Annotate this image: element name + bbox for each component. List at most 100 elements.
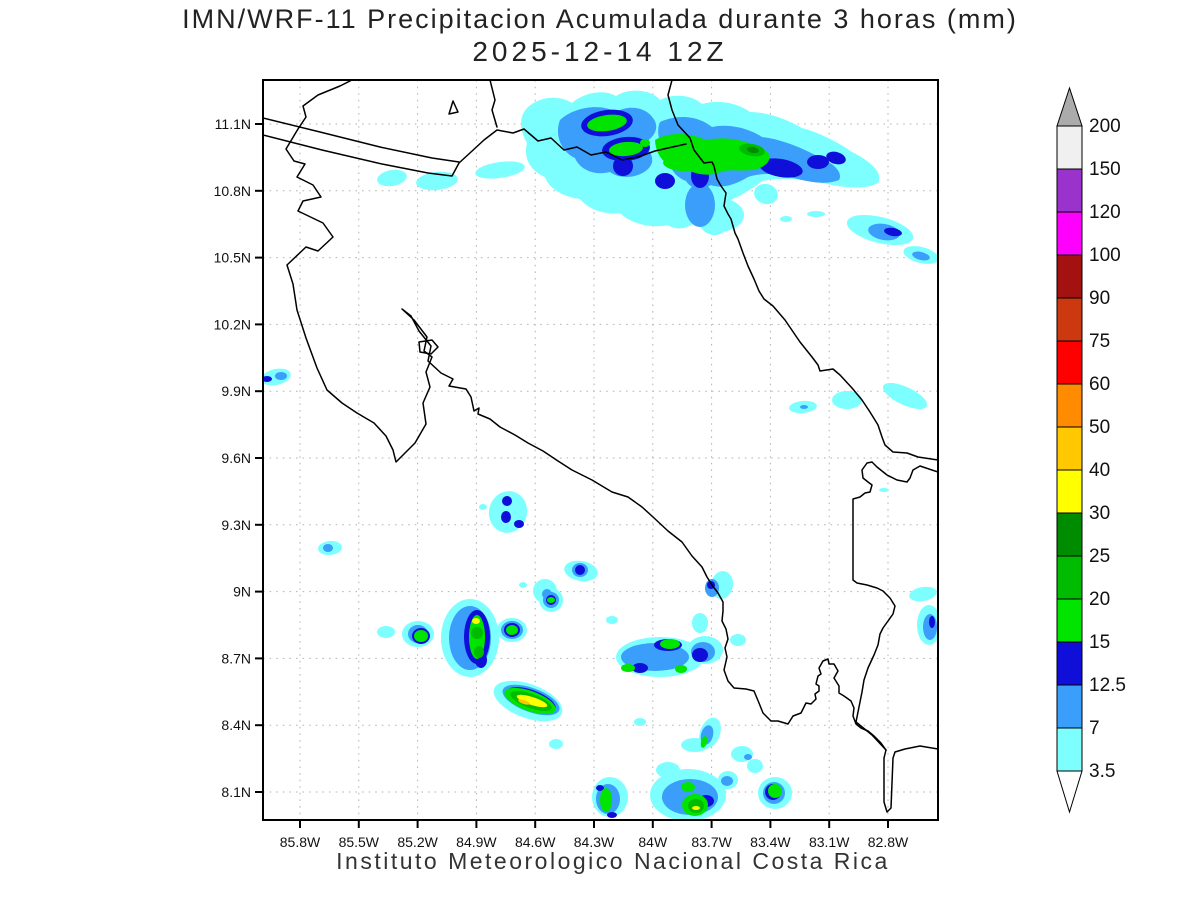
colorbar-label: 120: [1089, 202, 1121, 223]
x-tick-label: 84.3W: [574, 834, 615, 850]
ometepe-island: [448, 100, 459, 115]
precip-area-b: [912, 251, 930, 261]
precip-area-c: [754, 183, 778, 205]
colorbar-segment-40-50: [1056, 426, 1083, 471]
precip-area-c: [832, 391, 862, 409]
precip-area-c: [377, 169, 407, 187]
precipitation-contours: [263, 90, 938, 820]
colorbar-segment-150-200: [1056, 125, 1083, 170]
colorbar-label: 100: [1089, 245, 1121, 266]
title-line2: 2025-12-14 12Z: [472, 36, 728, 67]
precip-area-db: [807, 155, 829, 169]
precip-area-c: [882, 382, 928, 410]
precip-area-db: [514, 520, 524, 528]
precip-area-g1: [587, 114, 627, 132]
precip-area-g1: [600, 788, 612, 812]
precip-area-db: [613, 156, 633, 176]
y-tick-label: 9.6N: [221, 450, 251, 466]
precip-area-g1: [681, 782, 695, 792]
x-tick-label: 84.6W: [515, 834, 556, 850]
colorbar-segment-50-60: [1056, 383, 1083, 428]
colorbar-segment-120-150: [1056, 168, 1083, 213]
x-tick-label: 82.8W: [868, 834, 909, 850]
precip-area-c: [634, 718, 646, 726]
colorbar-segment-3.5-7: [1056, 727, 1083, 772]
x-tick-label: 83.1W: [809, 834, 850, 850]
axis-ticks-and-labels: 85.8W 85.5W 85.2W 84.9W 84.6W 84.3W 84W 83.7W 83…: [214, 116, 909, 850]
precip-area-db: [884, 227, 902, 237]
precip-area-c: [780, 216, 792, 222]
colorbar-label: 3.5: [1089, 761, 1115, 782]
colorbar-segment-90-100: [1056, 254, 1083, 299]
colorbar-label: 90: [1089, 288, 1110, 309]
precip-area-y: [472, 618, 480, 624]
nicaragua-border-north: [263, 128, 687, 177]
precip-area-db: [826, 151, 846, 165]
precip-area-c: [416, 171, 458, 191]
precip-area-c: [692, 613, 708, 633]
precip-area-c: [879, 488, 889, 492]
colorbar-segment-100-120: [1056, 211, 1083, 256]
precip-area-g1: [414, 630, 428, 642]
colorbar-label: 40: [1089, 460, 1110, 481]
precip-area-db: [632, 663, 648, 673]
colorbar-label: 60: [1089, 374, 1110, 395]
precip-area-db: [655, 173, 675, 189]
precip-area-db: [929, 616, 935, 628]
colorbar-label: 75: [1089, 331, 1110, 352]
colorbar-segment-12.5-15: [1056, 641, 1083, 686]
colorbar-underflow-arrow: [1056, 770, 1083, 814]
precip-area-g1: [640, 139, 650, 147]
colorbar-segment-20-25: [1056, 555, 1083, 600]
precip-area-g1: [547, 597, 555, 603]
colorbar-segment-25-30: [1056, 512, 1083, 557]
colorbar-label: 7: [1089, 718, 1100, 739]
rio-frio-stub: [489, 80, 498, 128]
caribbean-coast: [667, 80, 938, 461]
title-line1: IMN/WRF-11 Precipitacion Acumulada duran…: [182, 4, 1018, 34]
colorbar-segment-7-12.5: [1056, 684, 1083, 729]
lake-nicaragua-shore: [263, 117, 460, 163]
colorbar-segment-15-20: [1056, 598, 1083, 643]
y-tick-label: 11.1N: [215, 116, 251, 132]
precip-area-g2: [471, 627, 483, 639]
map-border: [262, 79, 939, 821]
colorbar-label: 150: [1089, 159, 1121, 180]
precip-area-b: [323, 544, 333, 552]
colorbar-label: 15: [1089, 632, 1110, 653]
colorbar-overflow-arrow: [1056, 86, 1083, 127]
x-tick-label: 85.5W: [339, 834, 380, 850]
precip-area-b: [868, 223, 900, 241]
pacific-coast: [285, 80, 887, 751]
precip-area-db: [692, 648, 708, 662]
precip-area-y: [692, 806, 700, 810]
precip-area-c: [549, 739, 563, 749]
precip-area-db: [596, 785, 604, 791]
colorbar-segment-75-90: [1056, 297, 1083, 342]
precip-area-db: [502, 496, 512, 506]
precip-area-g1: [700, 736, 708, 748]
colorbar-label: 50: [1089, 417, 1110, 438]
y-tick-label: 9.9N: [221, 383, 251, 399]
colorbar: 200 150 120 100 90 75 60 50 40 30 25 20 15 12.5 7 3.5: [1056, 86, 1126, 814]
precip-area-c: [377, 626, 395, 638]
precip-area-b: [800, 405, 808, 409]
precip-area-c: [730, 634, 746, 646]
colorbar-segment-30-40: [1056, 469, 1083, 514]
precip-area-db: [607, 812, 617, 818]
x-tick-label: 83.4W: [750, 834, 791, 850]
precip-area-g1: [660, 639, 680, 649]
chira-island: [418, 339, 439, 355]
punta-burica-and-east-coast: [883, 745, 938, 813]
y-tick-label: 8.4N: [221, 717, 251, 733]
x-tick-label: 84W: [638, 834, 668, 850]
footer-text: Instituto Meteorologico Nacional Costa R…: [336, 848, 890, 874]
x-tick-label: 85.2W: [397, 834, 438, 850]
y-tick-label: 8.7N: [221, 650, 251, 666]
precip-area-gd: [518, 699, 530, 705]
page-title: IMN/WRF-11 Precipitacion Acumulada duran…: [0, 4, 1200, 68]
precip-area-g3: [747, 146, 759, 154]
precip-area-db: [759, 158, 803, 178]
precip-area-b: [685, 183, 715, 227]
